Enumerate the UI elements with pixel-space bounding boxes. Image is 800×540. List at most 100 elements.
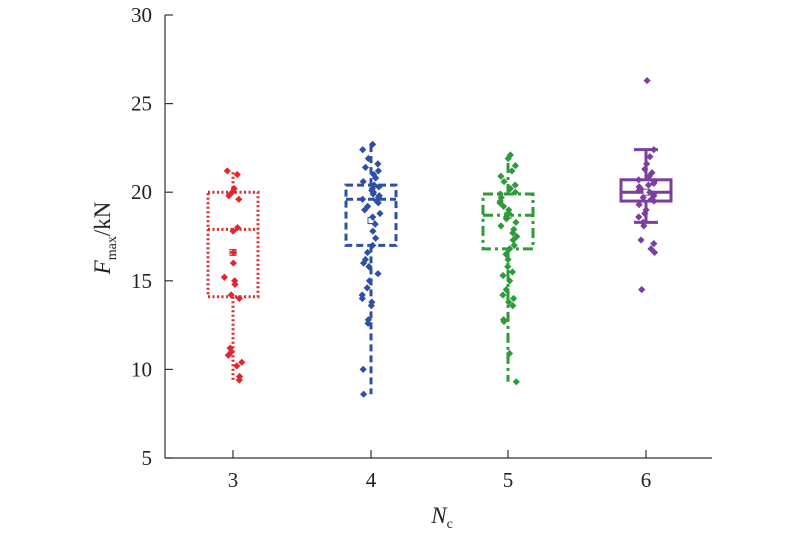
- data-point: [233, 362, 241, 370]
- data-point: [643, 160, 651, 168]
- data-point: [650, 248, 659, 257]
- data-point: [499, 271, 507, 280]
- data-point: [644, 181, 653, 189]
- data-point: [650, 197, 658, 205]
- data-point: [374, 199, 382, 207]
- data-point: [361, 163, 370, 171]
- y-tick-label: 25: [131, 92, 152, 116]
- data-point: [650, 146, 658, 154]
- points-3: [220, 167, 246, 384]
- data-point: [369, 190, 377, 198]
- data-point: [374, 160, 382, 168]
- data-point: [358, 294, 366, 303]
- data-point: [361, 255, 370, 264]
- box-iqr: [619, 178, 673, 203]
- data-point: [223, 167, 231, 175]
- data-point: [508, 167, 516, 175]
- box-iqr: [481, 192, 535, 251]
- data-point: [220, 273, 228, 281]
- y-axis-title-main: F: [90, 259, 115, 275]
- data-point: [225, 192, 233, 200]
- data-point: [508, 268, 517, 276]
- data-point: [229, 248, 238, 257]
- data-point: [499, 202, 508, 210]
- data-point: [365, 263, 373, 271]
- data-point: [367, 302, 375, 310]
- data-point: [640, 222, 648, 230]
- data-point: [496, 199, 504, 207]
- y-tick-label: 30: [131, 3, 152, 27]
- data-point: [361, 206, 369, 214]
- data-point: [650, 179, 658, 187]
- points-5: [496, 151, 521, 386]
- data-point: [235, 376, 243, 384]
- data-point: [646, 188, 654, 196]
- data-point: [504, 263, 512, 271]
- data-point: [502, 250, 510, 258]
- data-point: [635, 176, 643, 184]
- x-axis-title-main: N: [430, 503, 448, 528]
- boxes-layer: [206, 144, 673, 395]
- data-point: [512, 378, 520, 386]
- data-point: [369, 140, 377, 148]
- y-axis-title: Fmax/kN: [90, 201, 120, 275]
- data-point: [506, 151, 514, 159]
- data-point: [229, 227, 237, 235]
- data-point: [227, 291, 235, 299]
- data-point: [358, 195, 367, 203]
- data-point: [359, 365, 367, 373]
- data-point: [641, 165, 649, 173]
- x-tick-label: 3: [228, 468, 239, 492]
- points-4: [358, 140, 384, 398]
- data-point: [502, 215, 510, 223]
- y-axis-title-sub: max: [105, 236, 120, 260]
- data-point: [235, 372, 244, 381]
- data-point: [638, 286, 646, 294]
- data-point: [238, 358, 246, 366]
- data-point: [374, 193, 383, 202]
- data-point: [502, 286, 510, 294]
- data-point: [635, 213, 643, 221]
- data-point: [646, 153, 654, 161]
- data-point: [235, 195, 243, 203]
- data-point: [499, 291, 507, 299]
- data-point: [511, 162, 520, 170]
- data-point: [375, 183, 383, 191]
- data-point: [359, 146, 367, 154]
- data-point: [497, 172, 505, 180]
- data-point: [363, 248, 372, 257]
- data-point: [374, 167, 382, 175]
- data-point: [372, 234, 380, 242]
- data-point: [360, 390, 368, 398]
- y-tick-label: 10: [131, 357, 152, 381]
- data-point: [645, 172, 653, 180]
- data-point: [509, 294, 518, 303]
- data-point: [639, 193, 647, 202]
- data-point: [363, 284, 371, 292]
- y-tick-label: 15: [131, 269, 152, 293]
- x-tick-label: 5: [503, 468, 514, 492]
- data-point: [226, 344, 234, 352]
- data-point: [365, 277, 374, 285]
- data-point: [364, 319, 372, 327]
- data-point: [504, 255, 512, 264]
- y-axis-title-unit: /kN: [90, 201, 115, 236]
- data-point: [509, 229, 517, 237]
- data-point: [505, 298, 513, 306]
- data-point: [504, 154, 512, 163]
- data-point: [510, 225, 518, 234]
- data-point: [368, 298, 376, 306]
- data-point: [637, 236, 645, 244]
- data-point: [371, 220, 379, 228]
- data-point: [506, 185, 515, 193]
- data-point: [369, 241, 377, 249]
- x-axis-title-sub: c: [447, 517, 453, 532]
- x-tick-label: 6: [641, 468, 652, 492]
- data-point: [224, 351, 232, 359]
- data-point: [500, 177, 508, 186]
- data-point: [511, 181, 519, 189]
- data-point: [376, 209, 384, 218]
- data-point: [235, 294, 243, 303]
- data-point: [369, 213, 377, 221]
